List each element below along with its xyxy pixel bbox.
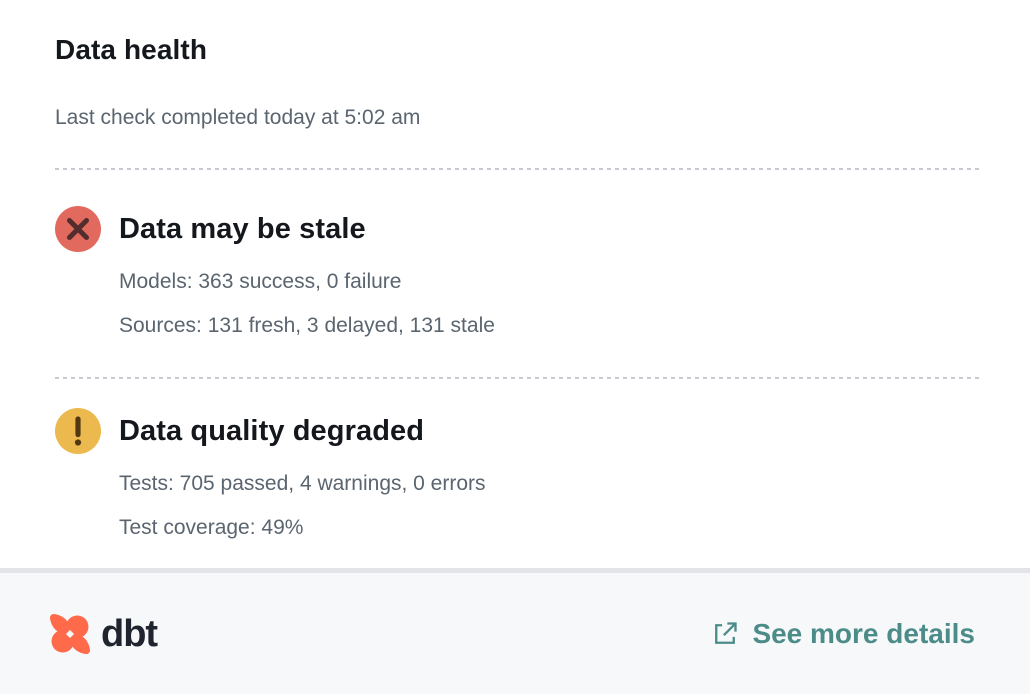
stale-data-details: Models: 363 success, 0 failure Sources: …: [119, 269, 981, 339]
section-title-stale: Data may be stale: [119, 213, 366, 245]
card-footer: dbt See more details: [0, 568, 1030, 694]
stale-data-section-header: Data may be stale: [55, 206, 981, 252]
stale-data-section: Data may be stale Models: 363 success, 0…: [55, 206, 981, 339]
dbt-logo: dbt: [48, 612, 158, 656]
test-coverage: Test coverage: 49%: [119, 516, 304, 539]
see-more-details-link[interactable]: See more details: [711, 618, 975, 650]
data-quality-section: Data quality degraded Tests: 705 passed,…: [55, 408, 981, 541]
error-x-circle-icon: [55, 206, 101, 252]
dashed-divider: [55, 377, 981, 379]
see-more-details-label: See more details: [752, 617, 975, 649]
dbt-wordmark: dbt: [101, 612, 158, 655]
tests-summary: Tests: 705 passed, 4 warnings, 0 errors: [119, 472, 486, 495]
dbt-logo-icon: [49, 613, 91, 654]
external-link-icon: [715, 621, 738, 644]
last-check-status: Last check completed today at 5:02 am: [55, 106, 421, 129]
warning-exclamation-circle-icon: [55, 408, 101, 454]
sources-summary: Sources: 131 fresh, 3 delayed, 131 stale: [119, 314, 495, 337]
section-title-quality: Data quality degraded: [119, 415, 425, 447]
data-quality-details: Tests: 705 passed, 4 warnings, 0 errors …: [119, 471, 981, 541]
data-quality-section-header: Data quality degraded: [55, 408, 981, 454]
page-title: Data health: [55, 34, 208, 65]
card-content: Data health Last check completed today a…: [55, 34, 981, 541]
models-summary: Models: 363 success, 0 failure: [119, 270, 402, 293]
dashed-divider: [55, 168, 981, 170]
